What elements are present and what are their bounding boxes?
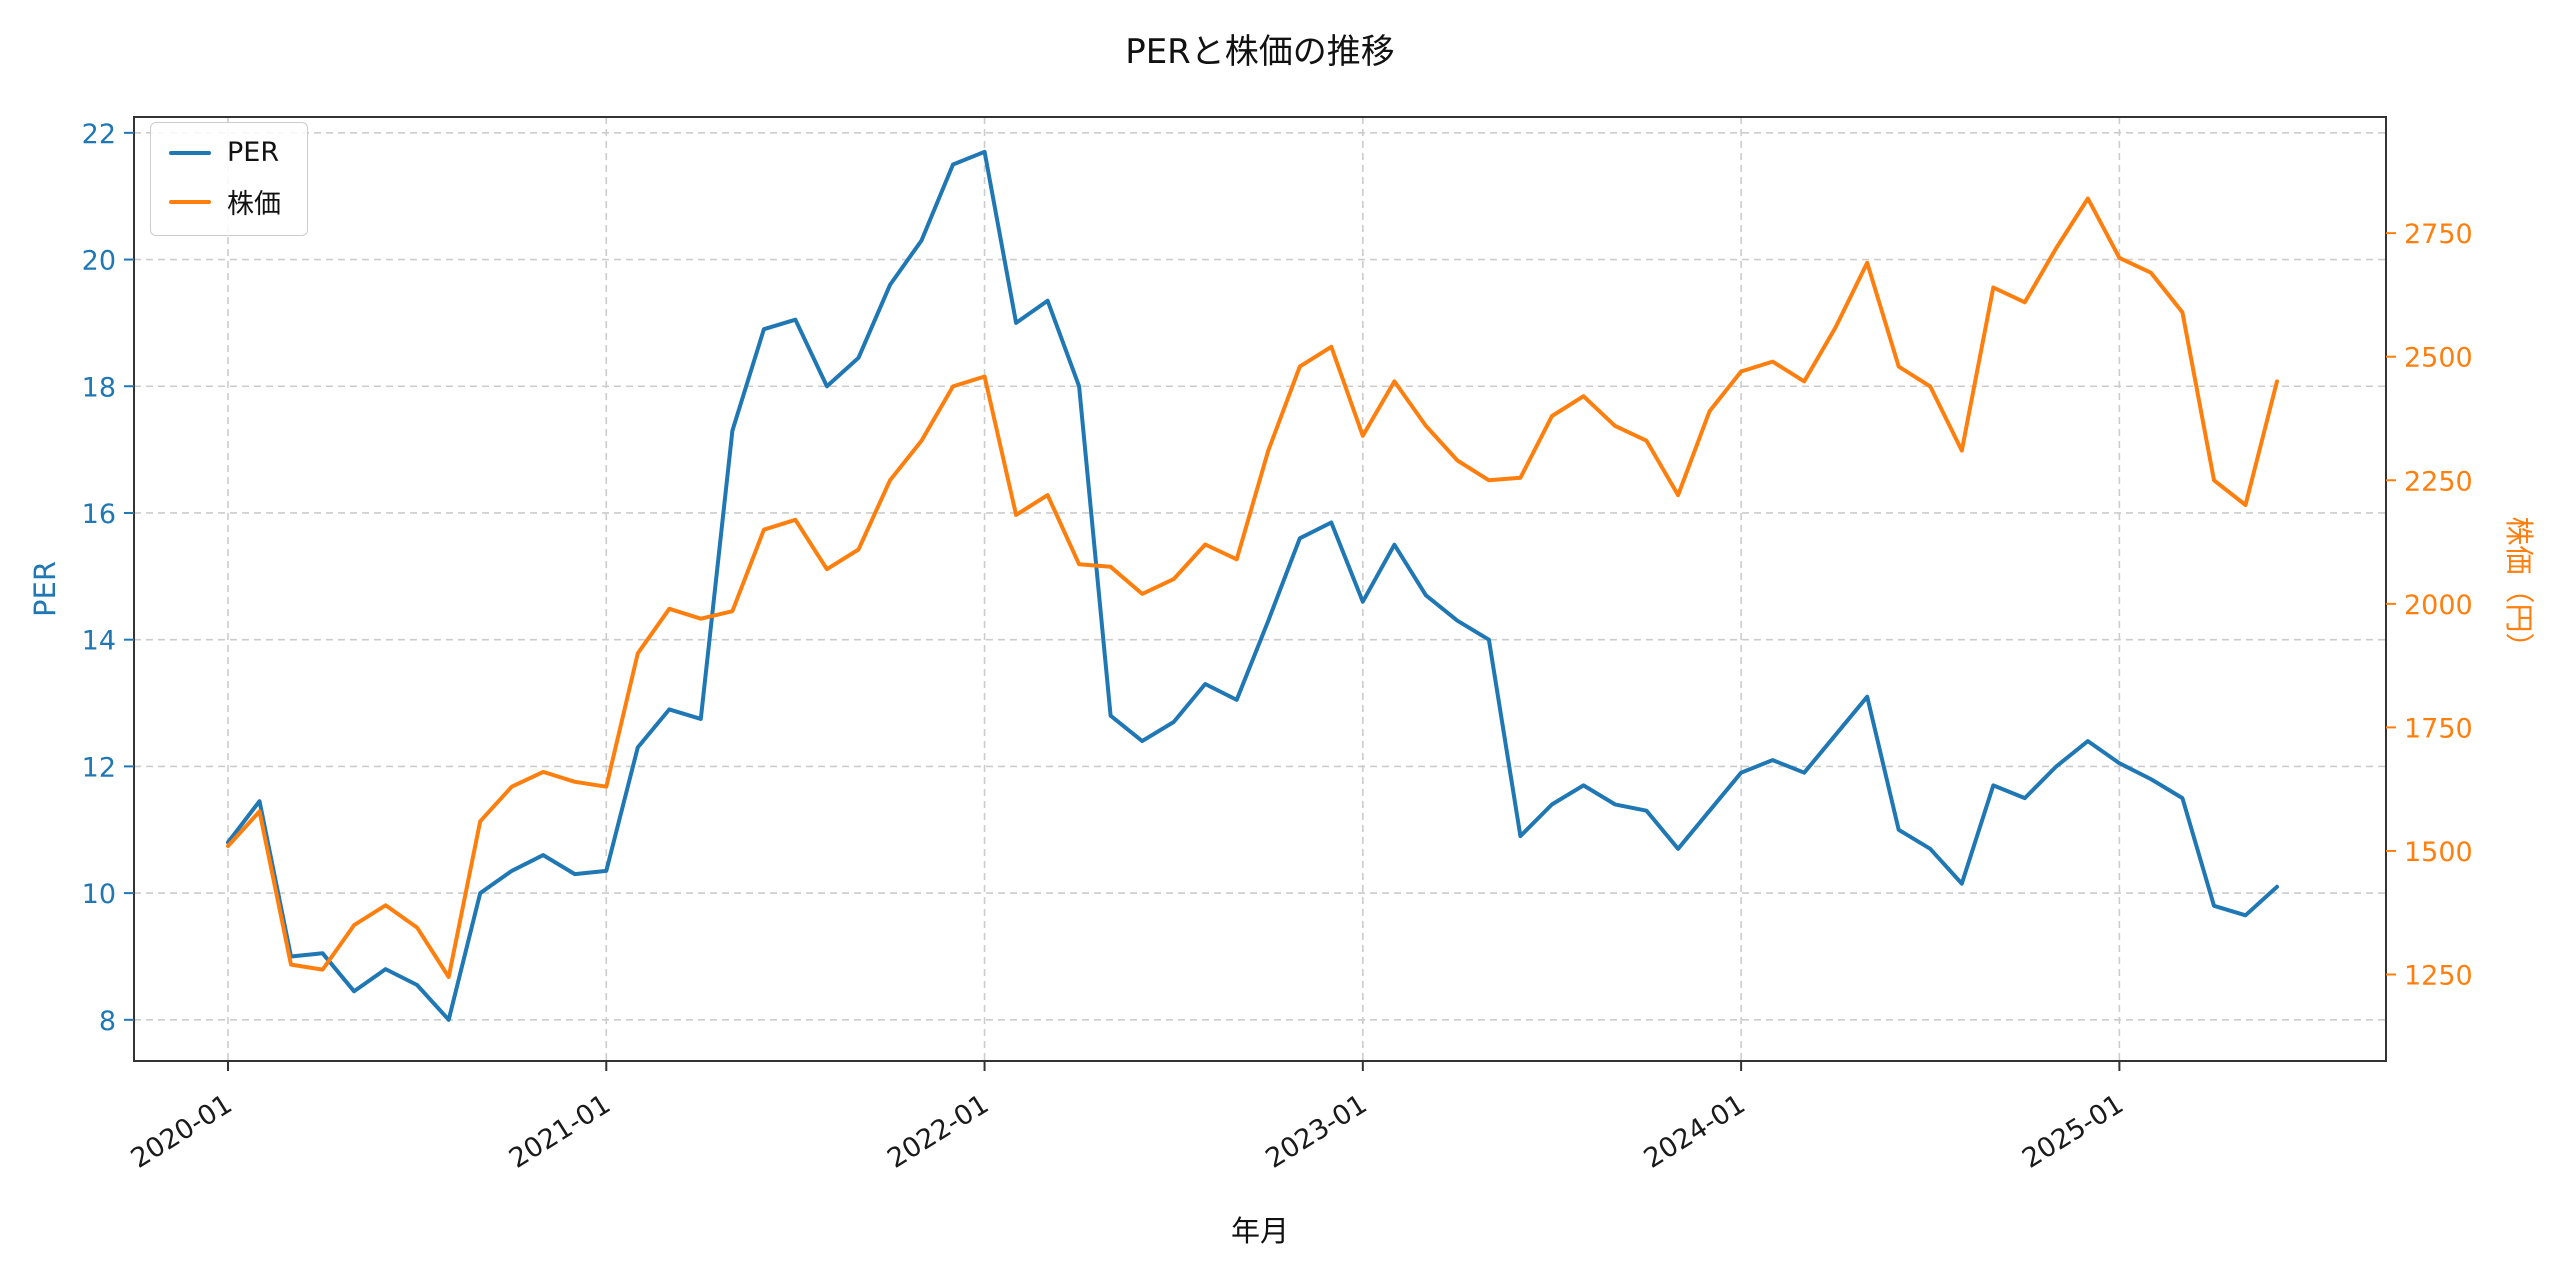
per-line — [226, 149, 2279, 1022]
left-tick-label: 16 — [82, 499, 116, 530]
legend[interactable]: PER 株価 — [150, 122, 308, 236]
price-line-swatch — [169, 199, 211, 204]
x-tick-label: 2024-01 — [1639, 1089, 1751, 1175]
right-tick-label: 2000 — [2404, 590, 2473, 621]
x-axis-label: 年月 — [1230, 1214, 1289, 1248]
price-axis-label: 株価（円） — [2502, 516, 2536, 662]
per-axis-label: PER — [28, 561, 62, 617]
x-tick-label: 2025-01 — [2017, 1089, 2129, 1175]
right-tick-label: 2250 — [2404, 466, 2473, 497]
right-tick-label: 1750 — [2404, 713, 2473, 744]
chart-title: PERと株価の推移 — [1125, 32, 1395, 72]
x-tick-label: 2022-01 — [882, 1089, 994, 1175]
right-tick-label: 1500 — [2404, 837, 2473, 868]
plot-border — [133, 116, 2387, 1062]
legend-item-price: 株価 — [169, 182, 281, 221]
price-line — [226, 196, 2279, 979]
right-tick-label: 1250 — [2404, 961, 2473, 992]
left-tick-label: 12 — [82, 752, 116, 783]
left-tick-label: 22 — [82, 119, 116, 150]
left-tick-label: 20 — [82, 246, 116, 277]
legend-label-price: 株価 — [227, 189, 281, 220]
x-tick-label: 2023-01 — [1260, 1089, 1372, 1175]
right-tick-label: 2750 — [2404, 219, 2473, 250]
per-line-swatch — [169, 150, 211, 155]
left-tick-label: 14 — [82, 626, 116, 657]
right-tick-label: 2500 — [2404, 343, 2473, 374]
legend-label-per: PER — [227, 137, 280, 168]
left-tick-label: 18 — [82, 372, 116, 403]
legend-item-per: PER — [169, 137, 281, 168]
x-tick-label: 2020-01 — [126, 1089, 238, 1175]
x-tick-label: 2021-01 — [504, 1089, 616, 1175]
left-tick-label: 8 — [99, 1006, 116, 1037]
left-tick-label: 10 — [82, 879, 116, 910]
